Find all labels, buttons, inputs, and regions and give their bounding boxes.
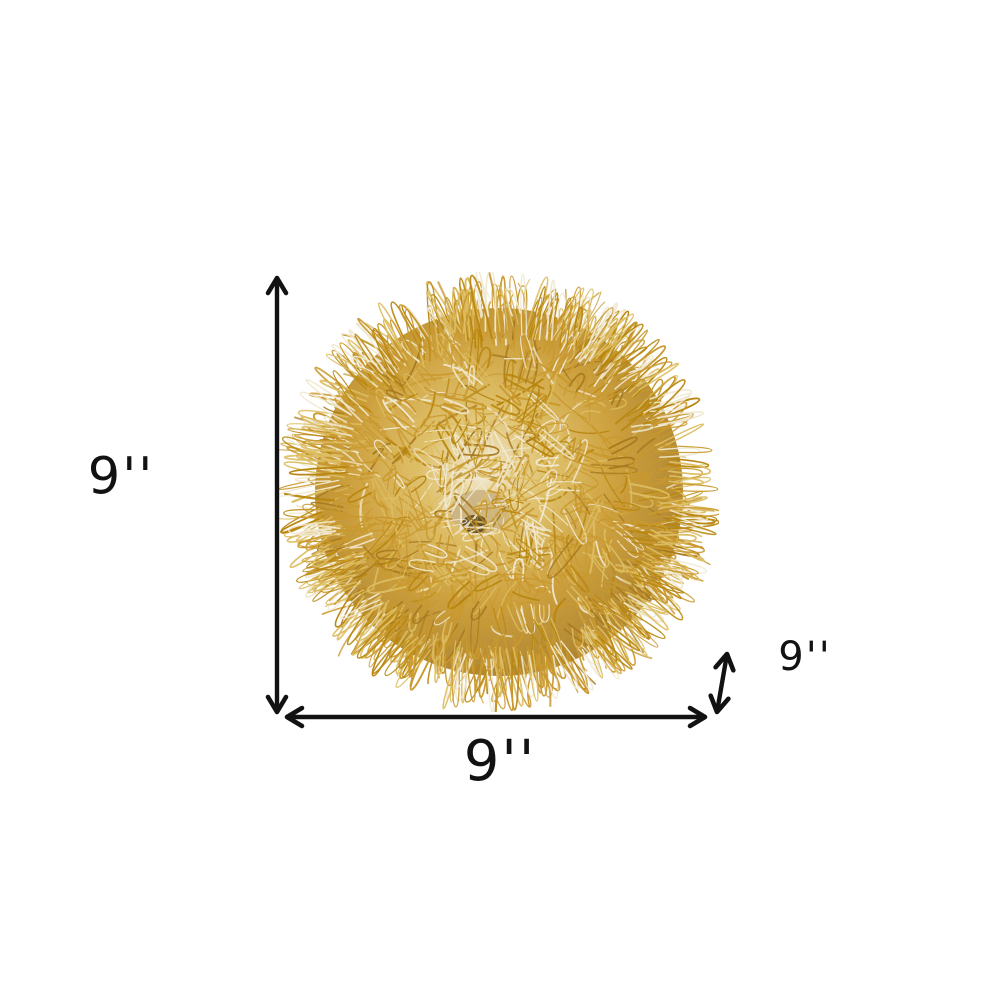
product-image-gold-wire-sphere — [279, 272, 719, 712]
depth-dimension-label: 9'' — [778, 634, 832, 680]
width-dimension-label: 9'' — [463, 729, 537, 794]
depth-dimension-arrow — [708, 651, 736, 715]
height-dimension-label: 9'' — [87, 447, 155, 507]
